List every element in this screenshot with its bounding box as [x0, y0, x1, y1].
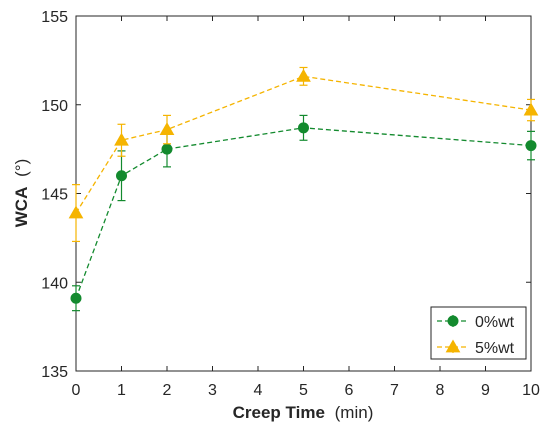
- legend-entry: 5%wt: [437, 339, 515, 357]
- legend: 0%wt 5%wt: [430, 306, 527, 360]
- x-tick-label: 3: [208, 382, 217, 399]
- data-point: [116, 170, 127, 182]
- data-point: [70, 292, 82, 304]
- data-point: [296, 68, 311, 82]
- x-tick-label: 4: [254, 382, 263, 399]
- legend-label: 5%wt: [475, 340, 515, 357]
- data-point: [159, 122, 175, 135]
- data-point: [298, 122, 309, 134]
- x-axis-title: Creep Time (min): [233, 403, 374, 422]
- x-tick-label: 8: [436, 382, 445, 399]
- x-tick-label: 9: [481, 382, 490, 399]
- y-axis-title-main: WCA: [12, 187, 31, 228]
- x-tick-label: 1: [117, 382, 126, 399]
- data-point: [114, 132, 129, 146]
- x-axis-title-unit: (min): [335, 403, 374, 422]
- data-point: [161, 143, 173, 155]
- x-tick-label: 10: [522, 382, 540, 399]
- series-0: [70, 114, 537, 312]
- legend-marker: [447, 315, 459, 327]
- x-tick-label: 7: [390, 382, 399, 399]
- data-point: [523, 102, 539, 116]
- legend-marker: [445, 339, 461, 353]
- y-axis-title-unit: (°): [12, 159, 31, 177]
- x-tick-label: 0: [72, 382, 81, 399]
- series-layer: [68, 66, 539, 312]
- x-tick-label: 5: [299, 382, 308, 399]
- y-tick-label: 145: [41, 187, 68, 204]
- series-1: [68, 66, 539, 243]
- x-tick-label: 6: [345, 382, 354, 399]
- axis-ticks: 0 1 2 3 4 5 6 7 8 9 10 135 140 145 150 155: [41, 9, 540, 399]
- y-tick-label: 155: [41, 9, 68, 26]
- y-axis-title: WCA (°): [12, 159, 31, 227]
- y-tick-label: 150: [41, 98, 68, 115]
- y-tick-label: 135: [41, 364, 68, 381]
- y-tick-label: 140: [41, 275, 68, 292]
- legend-entry: 0%wt: [437, 314, 515, 331]
- x-tick-label: 2: [163, 382, 172, 399]
- data-point: [68, 205, 84, 219]
- data-point: [525, 140, 537, 152]
- x-axis-title-main: Creep Time: [233, 403, 325, 422]
- legend-label: 0%wt: [475, 314, 515, 331]
